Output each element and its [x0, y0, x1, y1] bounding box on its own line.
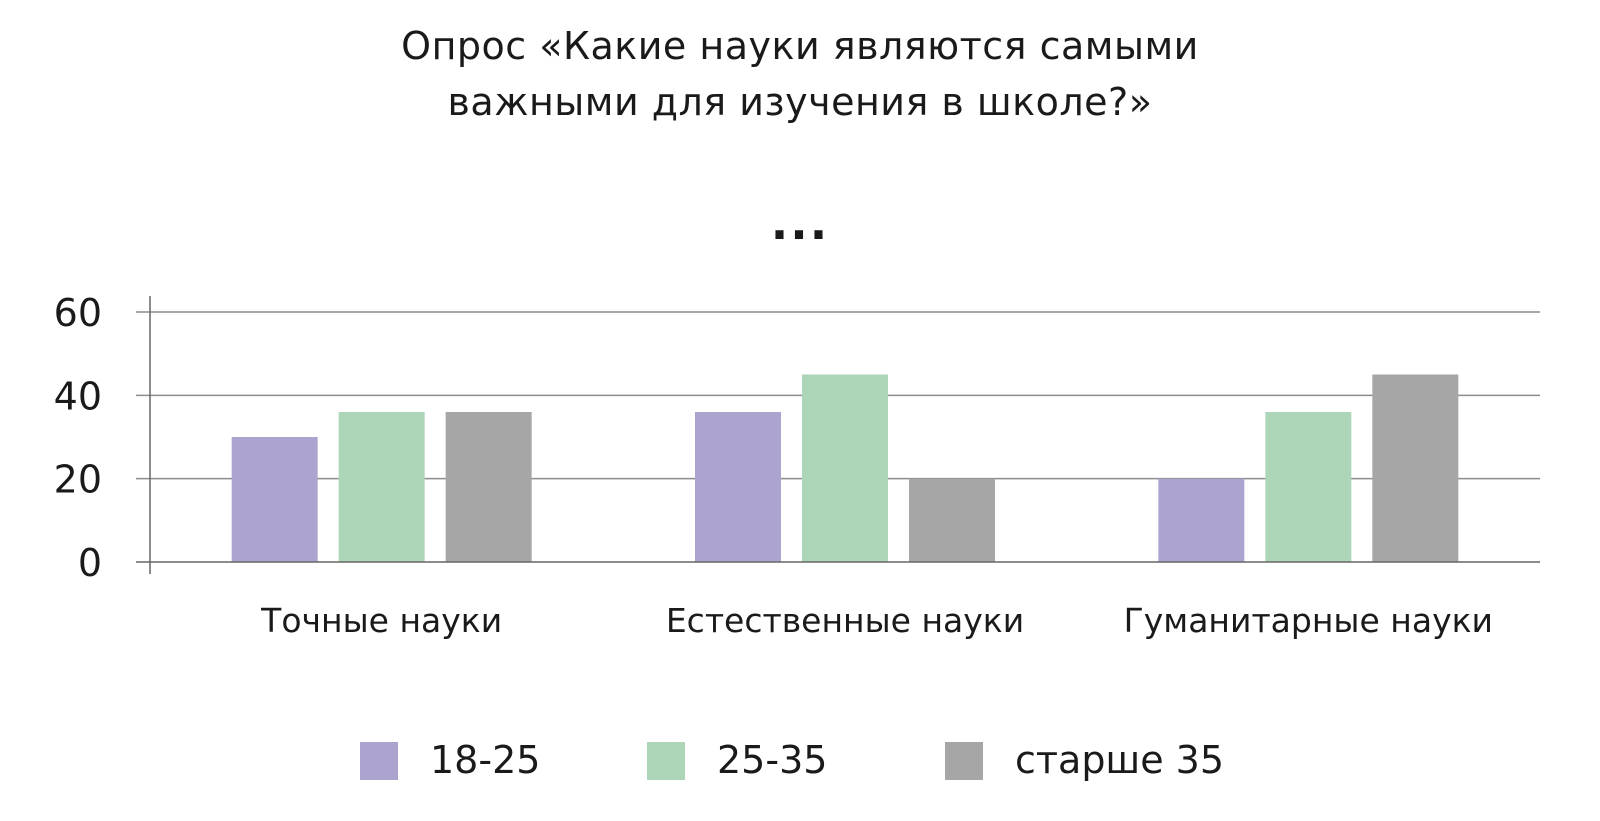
x-category-label-1: Точные науки — [260, 601, 502, 640]
legend-label-older-35: старше 35 — [1015, 738, 1225, 782]
bar-1-series-3 — [445, 412, 532, 562]
legend-swatch-older-35 — [945, 742, 983, 780]
bar-1-series-2 — [338, 412, 425, 562]
y-tick-label-0: 0 — [78, 541, 102, 585]
legend-swatch-18-25 — [360, 742, 398, 780]
axis-layer — [136, 296, 1540, 574]
bar-2-series-1 — [695, 412, 781, 562]
chart-legend: 18-25 25-35 старше 35 — [0, 735, 1600, 785]
chart-subtitle-ellipsis: ... — [770, 196, 830, 250]
label-layer: 0 20 40 60 Точные науки Естественные науки Гум… — [54, 291, 1493, 640]
chart-title: Опрос «Какие науки являются самыми важны… — [0, 18, 1600, 130]
bar-3-series-1 — [1158, 478, 1245, 562]
bar-layer — [231, 374, 1459, 562]
bar-3-series-3 — [1372, 374, 1459, 562]
x-category-label-2: Естественные науки — [666, 601, 1024, 640]
x-category-label-3: Гуманитарные науки — [1124, 601, 1493, 640]
bar-1-series-1 — [231, 437, 318, 562]
y-tick-label-20: 20 — [54, 458, 102, 502]
bar-2-series-3 — [909, 478, 995, 562]
legend-label-25-35: 25-35 — [717, 738, 828, 782]
legend-label-18-25: 18-25 — [430, 738, 541, 782]
chart-title-line-1: Опрос «Какие науки являются самыми — [401, 24, 1199, 68]
y-tick-label-40: 40 — [54, 374, 102, 418]
chart-title-line-2: важными для изучения в школе?» — [447, 80, 1153, 124]
y-tick-label-60: 60 — [54, 291, 102, 335]
legend-swatch-25-35 — [647, 742, 685, 780]
bar-2-series-2 — [802, 374, 888, 562]
bar-chart: 0 20 40 60 Точные науки Естественные науки Гум… — [54, 291, 1540, 640]
bar-3-series-2 — [1265, 412, 1352, 562]
